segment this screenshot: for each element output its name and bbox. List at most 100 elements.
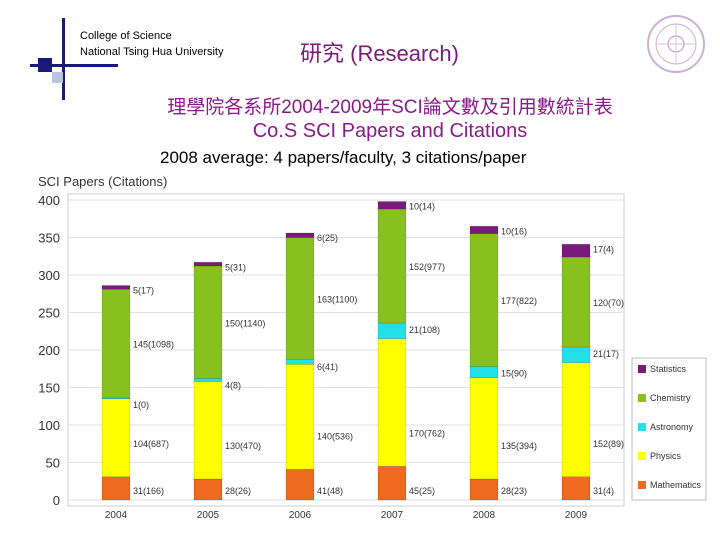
university-seal-icon	[647, 15, 705, 73]
bar-astronomy-2005	[193, 378, 223, 382]
legend-swatch-statistics	[638, 365, 646, 373]
logo-square-dark	[38, 58, 52, 72]
bar-chemistry-2009	[561, 256, 591, 348]
bar-mathematics-2004	[101, 476, 131, 501]
bar-chemistry-2008	[469, 233, 499, 367]
data-label-mathematics-2008: 28(23)	[501, 486, 527, 496]
data-label-physics-2005: 130(470)	[225, 441, 261, 451]
bar-physics-2007	[377, 338, 407, 467]
x-tick-label: 2005	[197, 510, 220, 521]
logo-vertical-bar	[62, 18, 65, 100]
legend-label-chemistry: Chemistry	[650, 393, 691, 403]
y-tick-label: 0	[53, 493, 60, 508]
stacked-bar-chart: SCI Papers (Citations) 0 50 100 150 200 250 30…	[38, 174, 707, 521]
bar-statistics-2007	[377, 201, 407, 210]
data-label-mathematics-2005: 28(26)	[225, 486, 251, 496]
y-tick-label: 100	[38, 418, 60, 433]
bar-astronomy-2009	[561, 346, 591, 363]
logo-horizontal-bar	[30, 64, 118, 67]
data-label-statistics-2005: 5(31)	[225, 262, 246, 272]
x-tick-label: 2006	[289, 510, 312, 521]
data-label-physics-2008: 135(394)	[501, 441, 537, 451]
bar-mathematics-2005	[193, 478, 223, 501]
logo-square-light	[52, 72, 63, 83]
x-tick-label: 2007	[381, 510, 404, 521]
data-label-statistics-2009: 17(4)	[593, 244, 614, 254]
data-label-chemistry-2007: 152(977)	[409, 262, 445, 272]
data-label-chemistry-2006: 163(1100)	[317, 295, 357, 305]
data-label-physics-2006: 140(536)	[317, 431, 353, 441]
legend-label-statistics: Statistics	[650, 364, 687, 374]
bar-mathematics-2009	[561, 476, 591, 501]
legend-swatch-chemistry	[638, 394, 646, 402]
bar-statistics-2008	[469, 226, 499, 234]
data-label-chemistry-2009: 120(70)	[593, 298, 624, 308]
bars	[101, 201, 591, 501]
y-axis-title: SCI Papers (Citations)	[38, 174, 167, 189]
data-label-astronomy-2007: 21(108)	[409, 325, 440, 335]
bar-physics-2004	[101, 398, 131, 477]
y-tick-label: 350	[38, 231, 60, 246]
page-title: 研究 (Research)	[300, 41, 459, 66]
data-label-statistics-2006: 6(25)	[317, 233, 338, 243]
bar-statistics-2004	[101, 285, 131, 290]
bar-physics-2009	[561, 362, 591, 477]
data-label-mathematics-2004: 31(166)	[133, 486, 164, 496]
x-tick-label: 2009	[565, 510, 588, 521]
legend-swatch-mathematics	[638, 481, 646, 489]
data-label-chemistry-2004: 145(1098)	[133, 340, 174, 350]
bar-physics-2005	[193, 381, 223, 480]
y-tick-label: 300	[38, 268, 60, 283]
y-tick-labels: 0 50 100 150 200 250 300 350 400	[38, 193, 60, 508]
y-tick-label: 150	[38, 381, 60, 396]
bar-labels: 31(166) 104(687) 1(0) 145(1098) 5(17) 28(26) 1…	[133, 202, 624, 497]
data-label-statistics-2007: 10(14)	[409, 202, 435, 212]
data-label-astronomy-2008: 15(90)	[501, 369, 527, 379]
data-label-physics-2009: 152(89)	[593, 439, 624, 449]
y-tick-label: 400	[38, 193, 60, 208]
bar-statistics-2006	[285, 232, 315, 238]
data-label-mathematics-2006: 41(48)	[317, 486, 343, 496]
x-tick-label: 2004	[105, 510, 128, 521]
data-label-astronomy-2006: 6(41)	[317, 362, 338, 372]
y-tick-label: 250	[38, 306, 60, 321]
legend: Statistics Chemistry Astronomy Physics Mathe…	[631, 357, 707, 501]
data-label-chemistry-2005: 150(1140)	[225, 318, 265, 328]
data-label-mathematics-2009: 31(4)	[593, 486, 614, 496]
grid	[68, 199, 624, 501]
bar-astronomy-2006	[285, 359, 315, 365]
data-label-physics-2007: 170(762)	[409, 428, 445, 438]
x-tick-label: 2008	[473, 510, 496, 521]
bar-statistics-2009	[561, 244, 591, 258]
data-label-astronomy-2005: 4(8)	[225, 381, 241, 391]
chart-title-chinese: 理學院各系所2004-2009年SCI論文數及引用數統計表	[167, 97, 613, 118]
data-label-chemistry-2008: 177(822)	[501, 296, 537, 306]
bar-chemistry-2005	[193, 265, 223, 379]
data-label-astronomy-2009: 21(17)	[593, 349, 619, 359]
data-label-mathematics-2007: 45(25)	[409, 486, 435, 496]
bar-mathematics-2006	[285, 469, 315, 501]
bar-astronomy-2007	[377, 322, 407, 339]
legend-label-mathematics: Mathematics	[650, 480, 702, 490]
x-tick-labels: 2004 2005 2006 2007 2008 2009	[105, 510, 588, 521]
data-label-physics-2004: 104(687)	[133, 439, 169, 449]
bar-chemistry-2004	[101, 289, 131, 399]
legend-swatch-astronomy	[638, 423, 646, 431]
college-name: College of Science	[80, 30, 172, 42]
y-tick-label: 50	[46, 456, 60, 471]
university-name: National Tsing Hua University	[80, 46, 224, 58]
bar-statistics-2005	[193, 262, 223, 267]
bar-physics-2008	[469, 377, 499, 480]
y-tick-label: 200	[38, 343, 60, 358]
bar-chemistry-2006	[285, 237, 315, 360]
data-label-astronomy-2004: 1(0)	[133, 400, 149, 410]
legend-label-astronomy: Astronomy	[650, 422, 694, 432]
data-label-statistics-2004: 5(17)	[133, 286, 154, 296]
legend-label-physics: Physics	[650, 451, 682, 461]
legend-swatch-physics	[638, 452, 646, 460]
bar-chemistry-2007	[377, 208, 407, 324]
bar-mathematics-2007	[377, 466, 407, 501]
bar-physics-2006	[285, 364, 315, 470]
chart-title-english: Co.S SCI Papers and Citations	[252, 120, 528, 142]
bar-mathematics-2008	[469, 478, 499, 501]
